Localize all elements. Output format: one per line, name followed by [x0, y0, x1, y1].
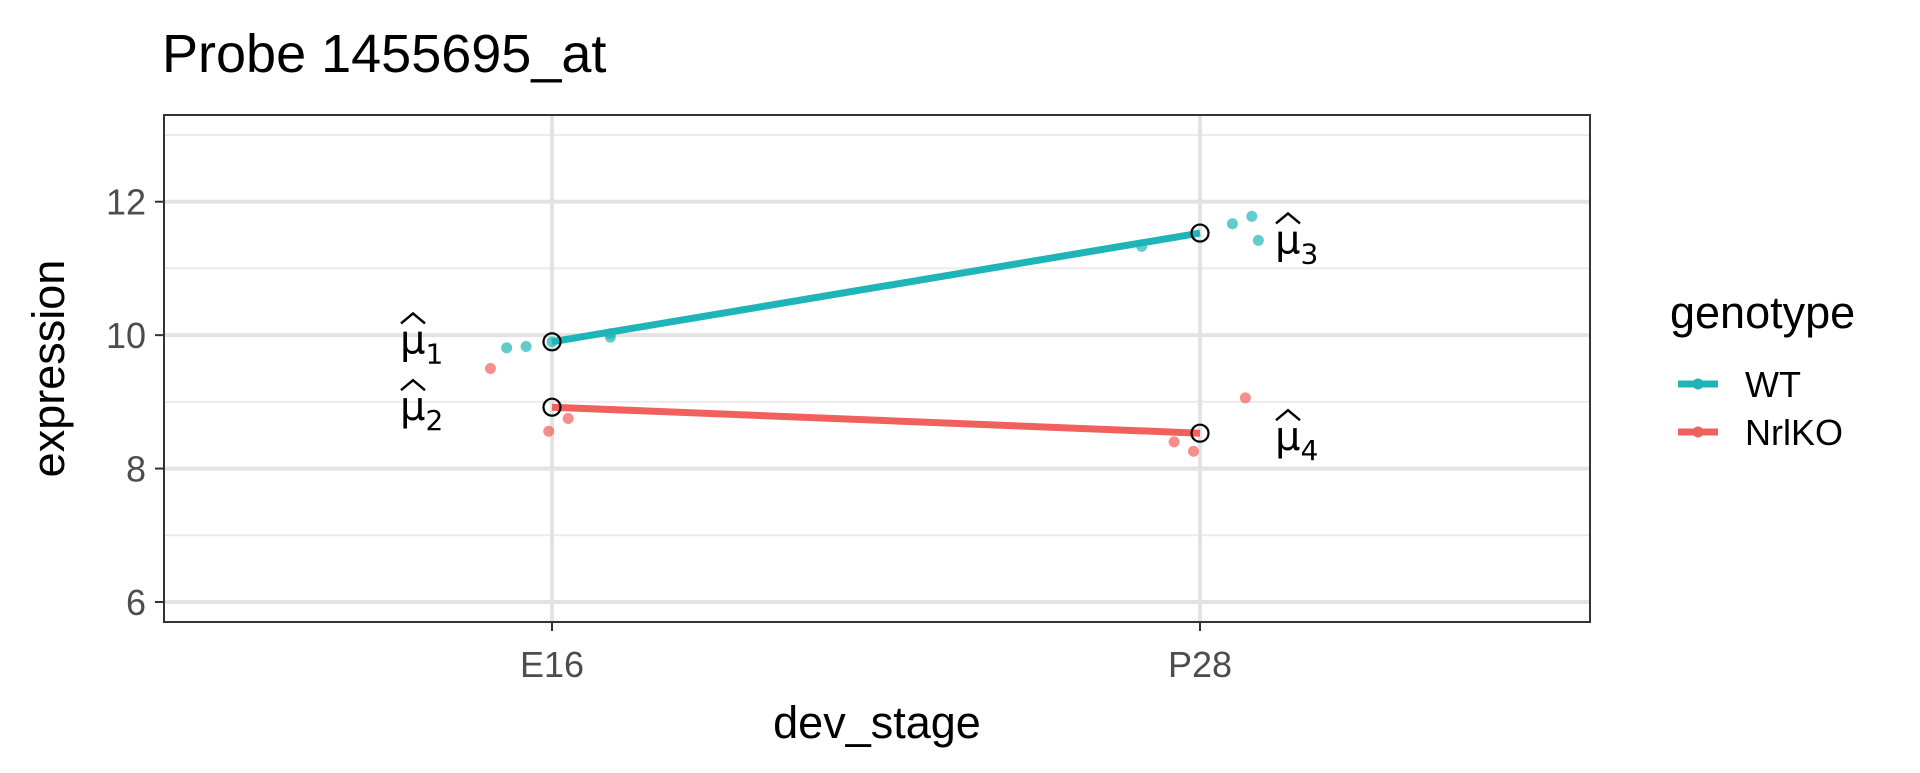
- mean-line-wt: [551, 229, 1201, 346]
- mean-marker: [1190, 423, 1210, 443]
- data-point-wt: [501, 342, 513, 354]
- chart-title: Probe 1455695_at: [162, 24, 606, 84]
- data-point-nrlko: [562, 413, 574, 425]
- data-point-wt: [604, 328, 616, 340]
- legend-label-wt: WT: [1745, 364, 1801, 405]
- y-axis-title: expression: [23, 260, 74, 478]
- legend-key-point-wt: [1692, 378, 1704, 390]
- data-point-wt: [520, 340, 532, 352]
- data-point-nrlko: [1168, 436, 1180, 448]
- mean-marker: [542, 332, 562, 352]
- data-point-wt: [1246, 210, 1258, 222]
- hat-mark: [400, 378, 426, 392]
- y-tick-label: 8: [126, 449, 146, 490]
- hat-mark: [1275, 211, 1301, 225]
- legend-label-nrlko: NrlKO: [1745, 412, 1843, 453]
- legend-title: genotype: [1670, 287, 1855, 338]
- data-point-nrlko: [484, 363, 496, 374]
- hat-mark: [400, 311, 426, 325]
- panel-background: [164, 115, 1590, 622]
- hat-mark: [1275, 408, 1301, 422]
- mu-hat-annotation-2: μ2: [400, 384, 443, 437]
- data-point-wt: [1226, 218, 1238, 230]
- mu-hat-annotation-1: μ1: [400, 317, 443, 370]
- data-point-wt: [1252, 234, 1264, 246]
- plot-panel: μ1 μ2 μ3 μ4 6 8 10 12 E16 P28 WT NrlKO: [106, 114, 1843, 685]
- data-point-wt: [546, 336, 558, 348]
- panel-border: [163, 114, 1591, 623]
- y-tick-label: 12: [106, 182, 146, 223]
- data-point-nrlko: [1188, 445, 1200, 457]
- x-axis-title: dev_stage: [773, 697, 981, 748]
- x-tick-label: P28: [1168, 644, 1232, 685]
- legend-key-point-nrlko: [1692, 426, 1704, 438]
- mean-line-nrlko: [551, 403, 1201, 437]
- data-point-nrlko: [543, 425, 555, 437]
- data-point-wt: [1136, 240, 1148, 252]
- y-tick-label: 6: [126, 582, 146, 623]
- mu-hat-annotation-3: μ3: [1275, 217, 1318, 270]
- mean-marker: [1190, 223, 1210, 243]
- mean-marker: [542, 397, 562, 417]
- data-point-nrlko: [1239, 392, 1251, 404]
- y-tick-label: 10: [106, 315, 146, 356]
- mu-hat-annotation-4: μ4: [1275, 414, 1318, 467]
- x-tick-label: E16: [520, 644, 584, 685]
